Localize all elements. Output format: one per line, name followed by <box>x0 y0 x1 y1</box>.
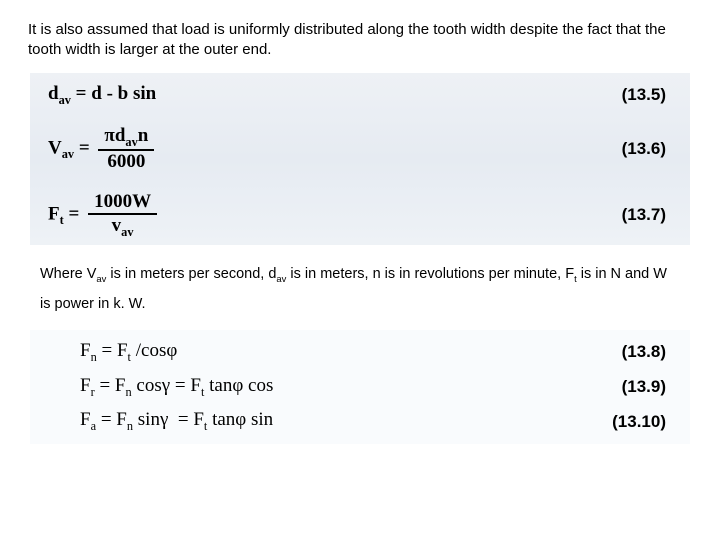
eqnum-13-7: (13.7) <box>622 205 672 225</box>
eqnum-13-8: (13.8) <box>612 342 672 362</box>
intro-paragraph: It is also assumed that load is uniforml… <box>0 0 720 67</box>
equation-block-1: dav = d - b sin (13.5) Vav = πdavn 6000 … <box>30 73 690 245</box>
equation-13-9: Fr = Fn cosγ = Ft tanφ cos <box>80 375 612 400</box>
equation-13-5: dav = d - b sin <box>48 83 622 108</box>
eqnum-13-5: (13.5) <box>622 85 672 105</box>
equation-13-8: Fn = Ft /cosφ <box>80 340 612 365</box>
eqnum-13-9: (13.9) <box>612 377 672 397</box>
equation-13-7: Ft = 1000W vav <box>48 191 622 239</box>
equation-block-2: Fn = Ft /cosφ (13.8) Fr = Fn cosγ = Ft t… <box>30 330 690 444</box>
equation-13-6: Vav = πdavn 6000 <box>48 125 622 173</box>
eqnum-13-6: (13.6) <box>622 139 672 159</box>
variable-description: Where Vav is in meters per second, dav i… <box>30 251 690 328</box>
equation-13-10: Fa = Fn sinγ = Ft tanφ sin <box>80 409 612 434</box>
eqnum-13-10: (13.10) <box>612 412 672 432</box>
